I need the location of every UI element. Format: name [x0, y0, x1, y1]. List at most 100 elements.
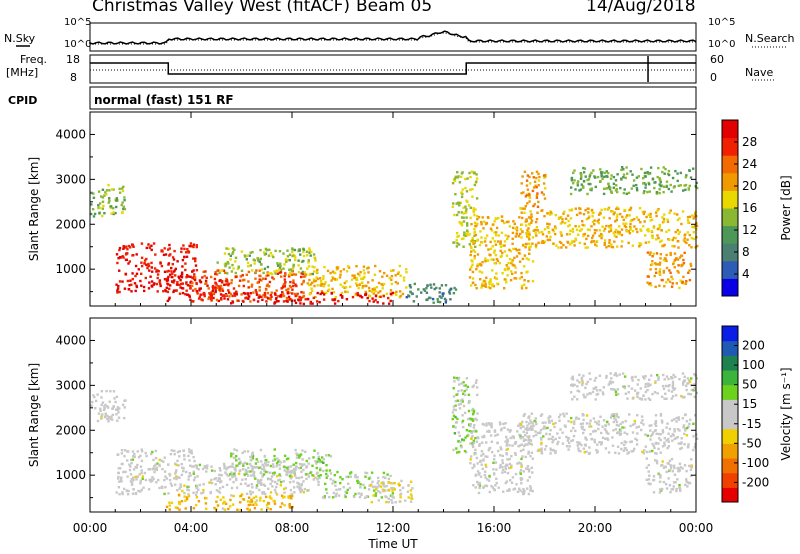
data-cell: [580, 175, 583, 178]
data-cell: [91, 400, 94, 404]
data-cell: [270, 475, 274, 478]
data-cell: [163, 456, 166, 459]
data-cell: [140, 459, 144, 463]
data-cell: [169, 273, 172, 276]
data-cell: [476, 253, 480, 256]
data-cell: [147, 287, 151, 290]
data-cell: [267, 274, 270, 277]
data-cell: [283, 278, 286, 281]
colorbar-tick-label: 200: [742, 339, 765, 353]
x-axis-label: Time UT: [367, 537, 418, 551]
data-cell: [280, 502, 284, 505]
data-cell: [638, 207, 642, 210]
data-cell: [574, 225, 577, 228]
colorbar-swatch: [722, 120, 738, 139]
data-cell: [479, 278, 482, 281]
data-cell: [302, 468, 305, 472]
data-cell: [159, 284, 162, 288]
data-cell: [291, 471, 294, 474]
data-cell: [619, 212, 622, 216]
data-cell: [460, 389, 463, 392]
data-cell: [658, 491, 662, 494]
data-cell: [472, 426, 476, 429]
data-cell: [286, 255, 290, 258]
data-cell: [253, 507, 257, 510]
data-cell: [481, 282, 484, 286]
data-cell: [307, 475, 311, 478]
data-cell: [537, 172, 540, 176]
data-cell: [415, 295, 418, 298]
data-cell: [221, 280, 224, 283]
data-cell: [180, 282, 183, 286]
data-cell: [305, 459, 308, 463]
data-cell: [326, 289, 330, 293]
data-cell: [253, 465, 256, 469]
data-cell: [377, 484, 381, 487]
data-cell: [231, 294, 234, 298]
data-cell: [528, 248, 531, 251]
data-cell: [665, 375, 669, 378]
data-cell: [126, 279, 130, 283]
data-cell: [255, 486, 258, 489]
data-cell: [238, 279, 242, 282]
data-cell: [613, 211, 616, 214]
data-cell: [353, 475, 357, 478]
data-cell: [601, 436, 605, 439]
data-cell: [252, 503, 255, 506]
data-cell: [201, 467, 205, 471]
data-cell: [209, 481, 212, 484]
data-cell: [222, 502, 225, 505]
data-cell: [454, 415, 457, 419]
data-cell: [476, 214, 479, 218]
data-cell: [456, 399, 460, 402]
data-cell: [192, 257, 195, 260]
data-cell: [545, 445, 548, 448]
data-cell: [476, 470, 480, 473]
data-cell: [133, 453, 136, 456]
data-cell: [399, 489, 402, 492]
data-cell: [665, 397, 668, 400]
data-cell: [597, 420, 600, 423]
data-cell: [323, 495, 326, 498]
data-cell: [311, 302, 314, 305]
data-cell: [643, 210, 646, 214]
data-cell: [665, 439, 668, 442]
data-cell: [629, 219, 633, 223]
data-cell: [673, 437, 676, 441]
data-cell: [605, 374, 608, 378]
data-cell: [263, 253, 267, 256]
data-cell: [163, 478, 166, 482]
data-cell: [611, 413, 614, 416]
data-region-11: [645, 457, 693, 494]
data-cell: [265, 274, 268, 277]
data-cell: [511, 476, 515, 479]
data-cell: [121, 403, 125, 406]
data-cell: [581, 413, 584, 416]
data-cell: [487, 448, 490, 452]
data-cell: [184, 507, 187, 510]
data-cell: [491, 486, 495, 489]
data-cell: [306, 267, 309, 270]
data-cell: [650, 229, 653, 233]
data-cell: [614, 390, 618, 394]
data-cell: [505, 220, 509, 224]
data-cell: [647, 463, 650, 467]
data-cell: [315, 276, 318, 279]
data-cell: [544, 427, 547, 430]
data-cell: [599, 415, 602, 418]
data-cell: [570, 439, 573, 443]
data-cell: [194, 276, 197, 279]
data-cell: [451, 205, 455, 208]
data-cell: [540, 450, 543, 453]
data-cell: [553, 425, 556, 429]
data-cell: [372, 292, 375, 295]
data-cell: [213, 469, 216, 473]
data-cell: [354, 492, 357, 496]
data-cell: [292, 281, 295, 284]
data-cell: [650, 218, 654, 221]
data-cell: [298, 488, 302, 491]
data-cell: [219, 481, 222, 484]
data-cell: [316, 291, 319, 295]
data-cell: [662, 258, 666, 262]
data-cell: [535, 170, 539, 173]
